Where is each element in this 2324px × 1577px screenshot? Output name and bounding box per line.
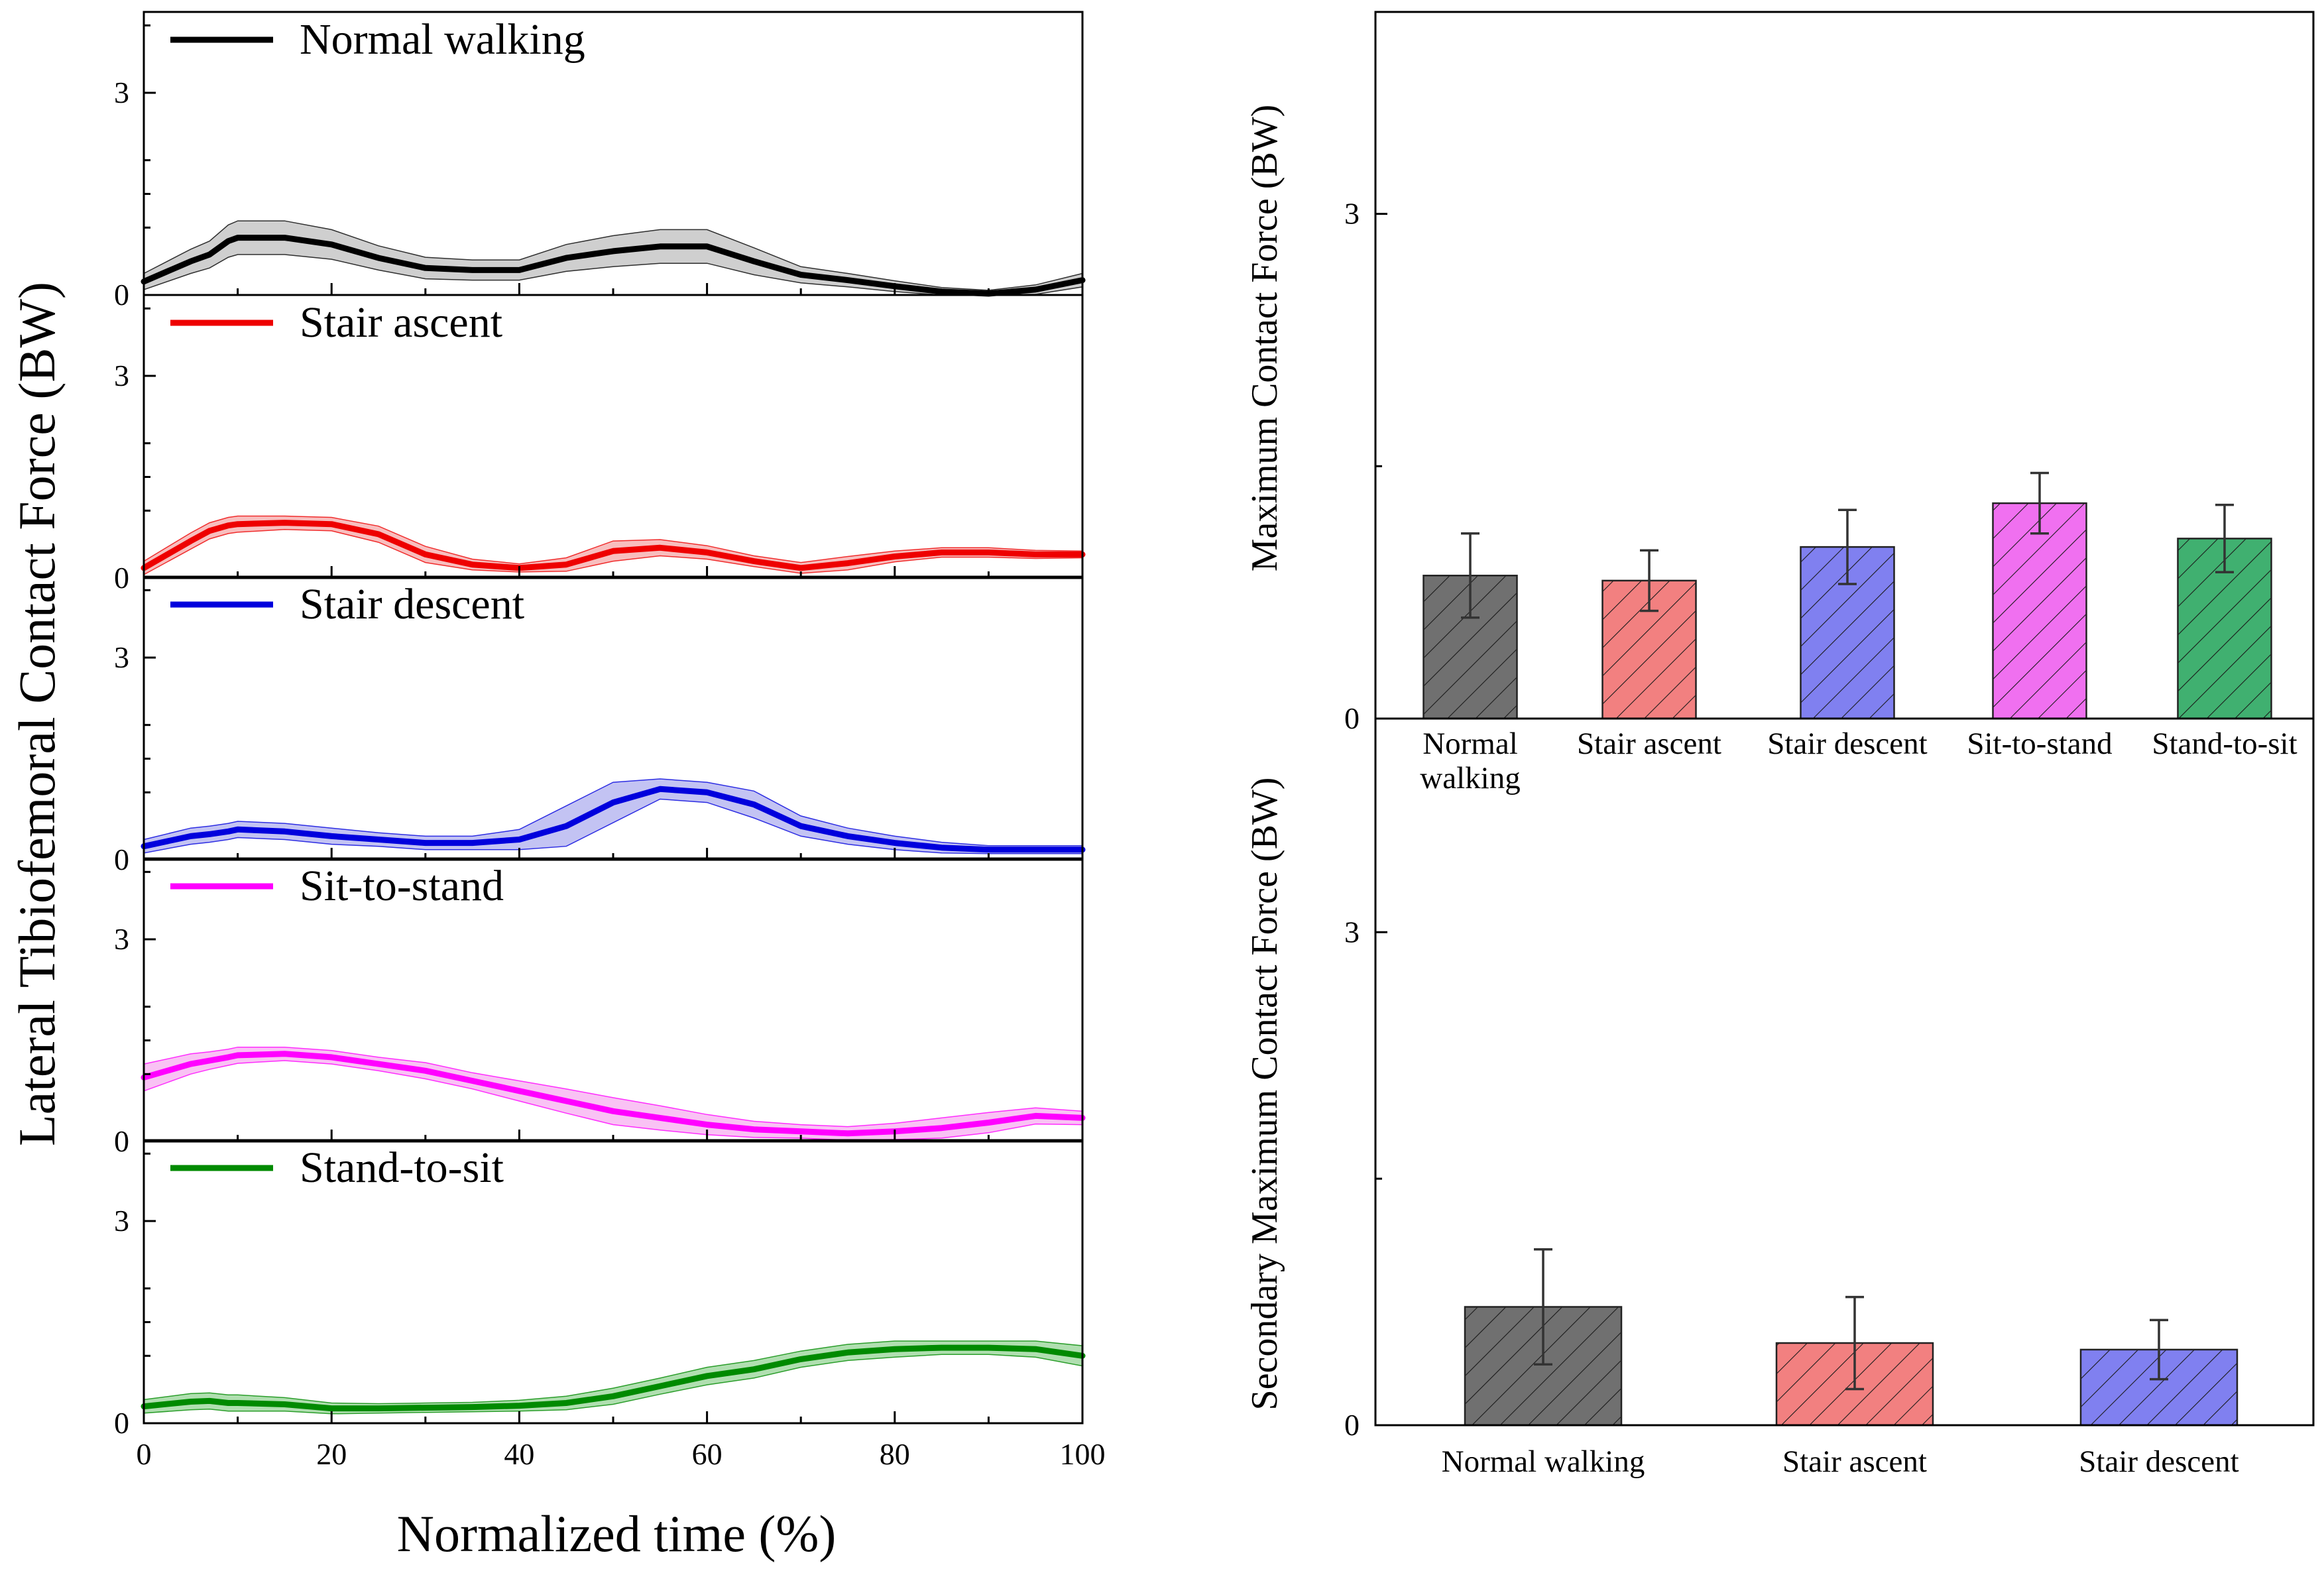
y-tick-label: 3 <box>114 1204 129 1238</box>
line-panels: 0 3 Normal walking 0 3 Stair ascent 0 3 Stair de… <box>114 11 1106 1471</box>
category-label: Sit-to-stand <box>1967 727 2112 761</box>
x-tick-label: 60 <box>692 1437 723 1471</box>
legend-label: Stair descent <box>300 580 524 628</box>
y-tick-label: 0 <box>1344 1408 1360 1442</box>
x-tick-label: 20 <box>316 1437 347 1471</box>
line-panel: 0 3 Normal walking <box>114 11 1086 312</box>
y-tick-label: 0 <box>114 561 129 595</box>
x-tick-label: 80 <box>880 1437 910 1471</box>
y-tick-label: 3 <box>114 359 129 392</box>
y-tick-label: 3 <box>114 76 129 109</box>
category-label: Normal walking <box>1442 1444 1645 1479</box>
category-label: walking <box>1420 761 1520 795</box>
y-tick-label: 3 <box>114 640 129 674</box>
sd-band <box>143 778 1083 854</box>
legend-label: Stair ascent <box>300 298 502 347</box>
y-tick-label: 3 <box>114 922 129 956</box>
max-force-y-axis-title: Maximum Contact Force (BW) <box>1244 105 1285 572</box>
legend-label: Normal walking <box>300 15 585 64</box>
y-tick-label: 3 <box>1344 915 1360 949</box>
y-tick-label: 0 <box>114 843 129 876</box>
line-panel: 0 3 Stair ascent <box>114 294 1086 595</box>
series-line <box>141 1051 1086 1137</box>
bar-hatch <box>1992 502 2087 720</box>
legend-label: Sit-to-stand <box>300 862 504 910</box>
series-line <box>141 520 1086 571</box>
legend-label: Stand-to-sit <box>300 1143 504 1192</box>
left-x-axis-title: Normalized time (%) <box>397 1505 837 1562</box>
y-tick-label: 3 <box>1344 197 1360 231</box>
x-tick-label: 0 <box>137 1437 152 1471</box>
x-tick-label: 40 <box>504 1437 534 1471</box>
category-label: Stair descent <box>2079 1444 2238 1479</box>
series-line <box>141 786 1086 853</box>
secondary-max-contact-force-bar-chart: Normal walking Stair ascent Stair descent 0… <box>1344 717 2315 1479</box>
y-tick-label: 0 <box>114 278 129 312</box>
category-label: Stair descent <box>1767 727 1927 761</box>
plot-frame <box>1374 717 2315 1427</box>
y-tick-label: 0 <box>1344 701 1360 735</box>
secondary-force-y-axis-title: Secondary Maximum Contact Force (BW) <box>1244 778 1285 1411</box>
panel-frame <box>143 1139 1084 1425</box>
line-panel: 0 3 Sit-to-stand <box>114 857 1086 1158</box>
left-y-axis-title: Lateral Tibiofemoral Contact Force (BW) <box>8 282 66 1146</box>
panel-frame <box>143 294 1084 579</box>
category-label: Normal <box>1423 727 1518 761</box>
series-line <box>141 1344 1086 1412</box>
category-label: Stand-to-sit <box>2152 727 2297 761</box>
category-label: Stair ascent <box>1577 727 1721 761</box>
series-line <box>141 235 1086 297</box>
category-label: Stair ascent <box>1782 1444 1927 1479</box>
y-tick-label: 0 <box>114 1406 129 1440</box>
y-tick-label: 0 <box>114 1124 129 1158</box>
line-panel: 0 3 Stair descent <box>114 575 1086 876</box>
x-tick-label: 100 <box>1060 1437 1106 1471</box>
sd-band <box>143 220 1083 296</box>
line-panel: 0 3 Stand-to-sit 0 20 40 60 80 100 <box>114 1139 1106 1471</box>
